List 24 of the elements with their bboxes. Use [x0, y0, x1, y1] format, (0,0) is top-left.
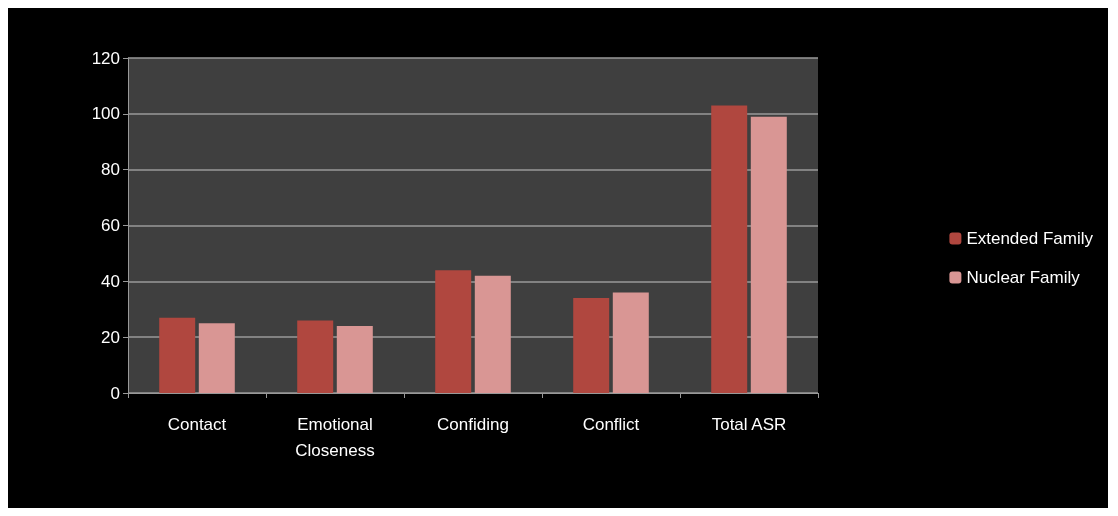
y-tick-label: 100 [91, 104, 120, 124]
x-tick-label: Conflict [582, 414, 640, 434]
bar [750, 116, 787, 393]
bar [159, 317, 196, 393]
y-tick-label: 120 [91, 48, 120, 68]
y-tick-label: 60 [101, 216, 120, 235]
legend-label: Nuclear Family [966, 268, 1081, 287]
bar [198, 323, 235, 393]
y-tick-label: 0 [110, 383, 120, 403]
bar [612, 292, 649, 393]
bar [711, 105, 748, 393]
bar [573, 298, 610, 393]
bar [435, 270, 472, 393]
x-tick-label: Total ASR [711, 414, 787, 434]
y-tick-label: 20 [101, 327, 120, 347]
y-tick-label: 40 [101, 271, 120, 291]
bar [297, 320, 334, 393]
x-tick-label: Contact [167, 414, 227, 434]
bar [474, 275, 511, 393]
y-tick-label: 80 [101, 160, 120, 180]
bar [336, 326, 373, 393]
x-tick-label: Confiding [437, 414, 509, 434]
legend-label: Extended Family [966, 229, 1094, 248]
x-tick-label: Emotional Closeness [295, 414, 375, 460]
